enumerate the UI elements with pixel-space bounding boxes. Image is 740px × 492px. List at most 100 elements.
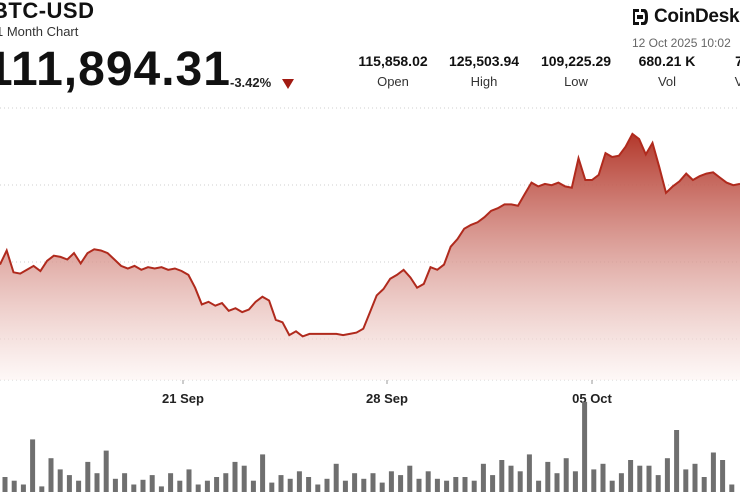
volume-bar xyxy=(352,473,358,492)
volume-bar xyxy=(260,454,266,492)
volume-bar xyxy=(241,465,247,492)
volume-bar xyxy=(646,465,652,492)
coindesk-logo-icon xyxy=(633,9,648,25)
stat-label: Vol xyxy=(657,74,677,89)
volume-bar xyxy=(94,473,100,492)
price-change-percent: -3.42% xyxy=(230,75,272,90)
volume-bar xyxy=(140,479,146,492)
volume-bar xyxy=(122,473,128,492)
volume-bar xyxy=(618,473,624,492)
volume-bar xyxy=(232,461,238,492)
x-tick-label: 05 Oct xyxy=(572,391,612,406)
volume-bar xyxy=(692,463,698,492)
volume-bar xyxy=(278,475,284,492)
price-area xyxy=(0,133,740,380)
volume-bar xyxy=(112,478,118,492)
volume-bar xyxy=(536,480,542,492)
volume-bar xyxy=(480,463,486,492)
current-price: 111,894.31 xyxy=(0,43,231,96)
volume-bar xyxy=(370,473,376,492)
timestamp: 12 Oct 2025 10:02 xyxy=(632,36,731,50)
x-tick-label: 28 Sep xyxy=(366,391,408,406)
volume-bar xyxy=(269,482,275,492)
volume-bar xyxy=(683,469,689,492)
volume-bar xyxy=(628,460,634,492)
volume-bar xyxy=(582,401,588,492)
volume-bar xyxy=(591,469,597,492)
volume-bar xyxy=(664,458,670,492)
stat-label: Open xyxy=(377,74,409,89)
stat-vol: 680.21 K Vol xyxy=(639,53,696,89)
volume-bar xyxy=(287,478,293,492)
volume-bar xyxy=(434,478,440,492)
volume-bar xyxy=(250,480,256,492)
volume-bar xyxy=(637,465,643,492)
volume-bar xyxy=(563,458,569,492)
volume-bar xyxy=(572,471,578,492)
volume-bar xyxy=(168,473,174,492)
volume-bar xyxy=(674,430,680,492)
volume-bar xyxy=(342,480,348,492)
volume-bar xyxy=(131,484,137,492)
volume-bar xyxy=(444,480,450,492)
volume-bar xyxy=(710,452,716,492)
volume-bar xyxy=(379,482,385,492)
volume-bar xyxy=(85,461,91,492)
volume-bar xyxy=(508,465,514,492)
volume-bar xyxy=(177,480,183,492)
volume-bar xyxy=(416,478,422,492)
volume-bar xyxy=(39,486,45,492)
volume-bar xyxy=(204,480,210,492)
volume-bar xyxy=(11,480,17,492)
volume-bar xyxy=(296,471,302,492)
volume-bar xyxy=(20,484,26,492)
volume-bar xyxy=(315,484,321,492)
volume-bar xyxy=(526,454,532,492)
volume-bar xyxy=(223,473,229,492)
volume-bar xyxy=(545,461,551,492)
volume-bar xyxy=(195,484,201,492)
x-tick-label: 21 Sep xyxy=(162,391,204,406)
volume-bar xyxy=(425,471,431,492)
volume-bar xyxy=(66,475,72,492)
stat-v: 7 V xyxy=(735,53,740,89)
volume-bar xyxy=(306,477,312,492)
stat-label: High xyxy=(470,74,498,89)
volume-bar xyxy=(462,477,468,492)
volume-bar xyxy=(76,480,82,492)
stat-label: Low xyxy=(564,74,588,89)
volume-bar xyxy=(600,463,606,492)
volume-bar xyxy=(333,463,339,492)
volume-bar xyxy=(729,484,735,492)
volume-bar xyxy=(554,473,560,492)
volume-bar xyxy=(186,469,192,492)
stat-value: 109,225.29 xyxy=(540,53,612,69)
down-arrow-icon xyxy=(282,79,294,89)
volume-bar xyxy=(361,478,367,492)
volume-bar xyxy=(490,475,496,492)
volume-bar xyxy=(149,475,155,492)
volume-bar xyxy=(720,460,726,492)
volume-bar xyxy=(214,477,220,492)
coindesk-logo: CoinDesk xyxy=(630,6,740,28)
volume-bar xyxy=(30,439,36,492)
pair-title: BTC-USD xyxy=(0,0,95,23)
volume-bar xyxy=(609,480,615,492)
volume-bar xyxy=(158,486,164,492)
volume-bar xyxy=(2,477,8,492)
volume-bar xyxy=(388,471,394,492)
stat-low: 109,225.29 Low xyxy=(541,53,611,89)
volume-bar xyxy=(655,475,661,492)
volume-bar xyxy=(324,478,330,492)
stat-high: 125,503.94 High xyxy=(449,53,519,89)
volume-bar xyxy=(57,469,63,492)
stat-label: V xyxy=(734,74,740,89)
volume-bar xyxy=(453,477,459,492)
stat-value: 125,503.94 xyxy=(448,53,520,69)
volume-bar xyxy=(701,477,707,492)
volume-bar xyxy=(407,465,413,492)
volume-bar xyxy=(103,450,109,492)
stat-value: 7 xyxy=(735,53,740,69)
stat-open: 115,858.02 Open xyxy=(358,53,427,89)
brand-name: CoinDesk xyxy=(654,6,740,27)
